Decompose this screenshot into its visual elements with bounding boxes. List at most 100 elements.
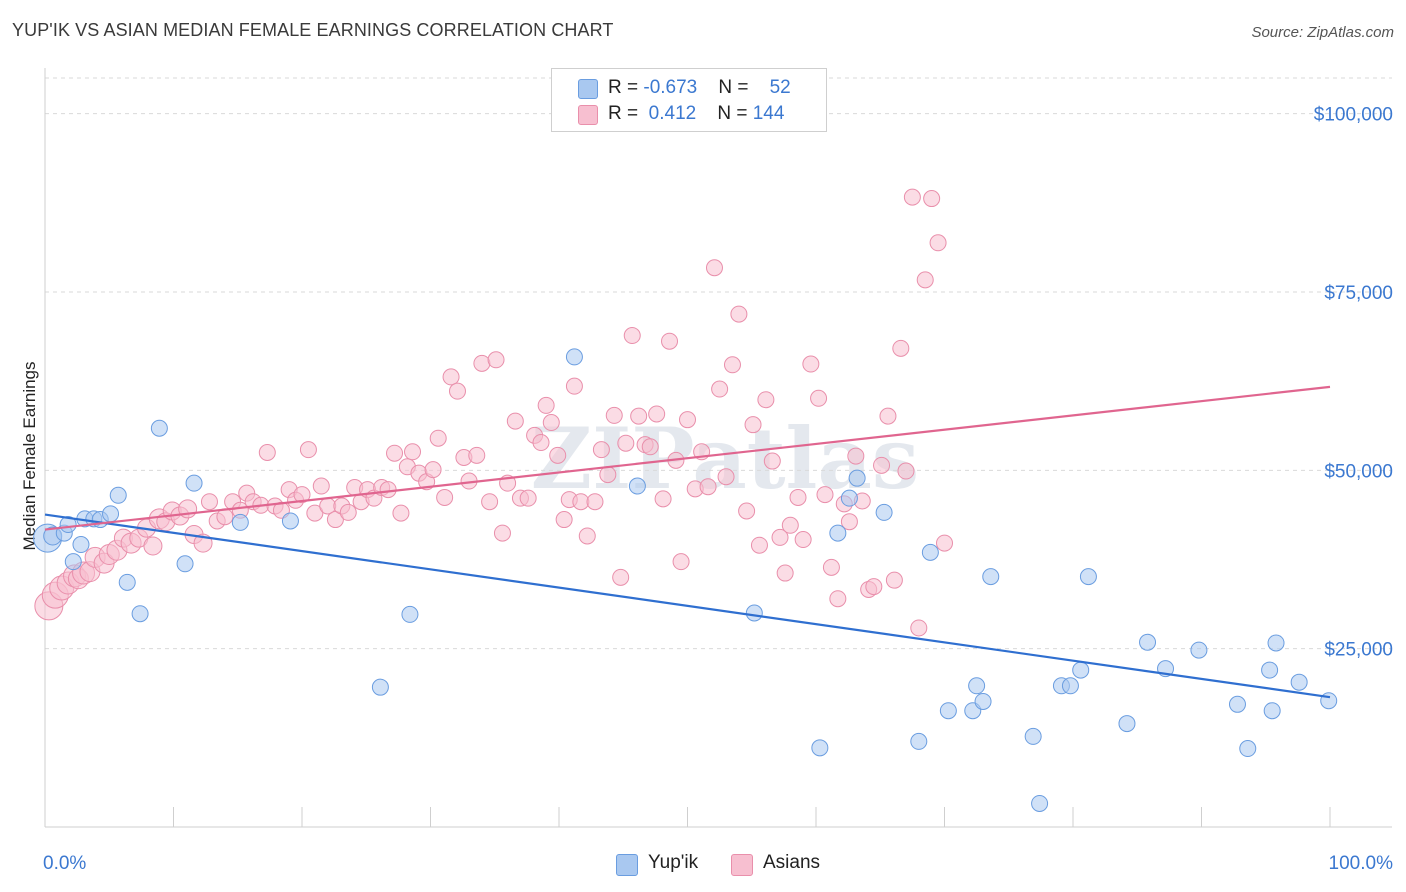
data-point-yupik xyxy=(118,573,136,591)
data-point-asians xyxy=(448,382,466,400)
y-axis-title: Median Female Earnings xyxy=(20,362,39,551)
data-point-asians xyxy=(885,571,903,589)
data-point-asians xyxy=(897,462,915,480)
data-point-yupik xyxy=(1061,677,1079,695)
data-point-asians xyxy=(750,536,768,554)
data-point-asians xyxy=(810,389,828,407)
data-point-yupik xyxy=(1190,641,1208,659)
data-point-yupik xyxy=(939,702,957,720)
trend-line-asians xyxy=(44,385,1331,531)
data-point-asians xyxy=(424,461,442,479)
data-point-yupik xyxy=(64,553,82,571)
data-point-asians xyxy=(865,578,883,596)
data-point-asians xyxy=(822,558,840,576)
chart-source: Source: ZipAtlas.com xyxy=(1251,24,1394,41)
data-point-asians xyxy=(473,354,491,372)
data-point-yupik xyxy=(1228,695,1246,713)
data-point-asians xyxy=(599,466,617,484)
data-point-asians xyxy=(776,564,794,582)
data-point-yupik xyxy=(745,604,763,622)
data-point-asians xyxy=(565,377,583,395)
data-point-yupik xyxy=(176,555,194,573)
data-point-yupik xyxy=(281,512,299,530)
data-point-asians xyxy=(723,356,741,374)
legend-swatch-yupik xyxy=(578,79,598,99)
data-point-asians xyxy=(892,339,910,357)
data-point-yupik xyxy=(1263,702,1281,720)
correlation-legend: R = -0.673 N = 52 R = 0.412 N = 144 xyxy=(551,68,827,132)
data-point-yupik xyxy=(628,477,646,495)
data-point-asians xyxy=(661,332,679,350)
trend-line-yupik xyxy=(44,513,1331,699)
data-point-asians xyxy=(781,516,799,534)
data-point-asians xyxy=(840,513,858,531)
data-point-asians xyxy=(481,493,499,511)
data-point-yupik xyxy=(231,513,249,531)
data-point-asians xyxy=(592,441,610,459)
data-point-asians xyxy=(306,504,324,522)
legend-n-label: N = xyxy=(717,103,753,124)
data-point-asians xyxy=(549,446,567,464)
data-point-asians xyxy=(699,478,717,496)
data-point-yupik xyxy=(811,739,829,757)
data-point-asians xyxy=(519,489,537,507)
data-point-yupik xyxy=(371,678,389,696)
data-point-asians xyxy=(493,524,511,542)
data-point-yupik xyxy=(921,543,939,561)
data-point-yupik xyxy=(875,503,893,521)
data-point-asians xyxy=(829,590,847,608)
data-point-asians xyxy=(312,477,330,495)
legend-r-label: R = xyxy=(608,77,644,98)
data-point-asians xyxy=(654,490,672,508)
bottom-legend-swatch-asians xyxy=(731,854,753,876)
data-point-asians xyxy=(299,441,317,459)
data-point-asians xyxy=(605,406,623,424)
data-point-asians xyxy=(630,407,648,425)
data-point-asians xyxy=(617,434,635,452)
legend-n-value-yupik: 52 xyxy=(769,77,791,98)
legend-r-label: R = xyxy=(608,103,644,124)
data-point-asians xyxy=(903,188,921,206)
data-point-yupik xyxy=(72,536,90,554)
chart-title: YUP'IK VS ASIAN MEDIAN FEMALE EARNINGS C… xyxy=(12,20,614,40)
data-point-asians xyxy=(429,429,447,447)
data-point-asians xyxy=(258,444,276,461)
data-point-asians xyxy=(936,534,953,552)
data-point-asians xyxy=(816,486,834,504)
data-point-asians xyxy=(293,486,311,504)
data-point-yupik xyxy=(1072,661,1090,679)
data-point-asians xyxy=(555,511,573,529)
data-point-yupik xyxy=(1290,673,1308,691)
data-point-asians xyxy=(436,488,454,506)
data-point-asians xyxy=(789,488,807,506)
legend-n-value-asians: 144 xyxy=(752,103,785,124)
data-point-asians xyxy=(705,259,723,277)
data-point-asians xyxy=(404,443,422,461)
data-point-asians xyxy=(339,503,357,521)
data-point-asians xyxy=(711,380,729,398)
data-point-asians xyxy=(757,391,775,409)
data-point-asians xyxy=(847,447,865,465)
data-point-asians xyxy=(487,351,505,369)
legend-r-value-asians: 0.412 xyxy=(643,103,697,124)
bottom-legend-swatch-yupik xyxy=(616,854,638,876)
data-point-asians xyxy=(929,234,947,252)
data-point-yupik xyxy=(565,348,583,366)
data-point-asians xyxy=(200,493,218,511)
data-point-yupik xyxy=(185,474,203,492)
data-point-yupik xyxy=(1024,727,1042,745)
data-point-yupik xyxy=(109,486,127,504)
data-point-asians xyxy=(143,536,163,556)
data-point-asians xyxy=(537,396,555,414)
data-point-asians xyxy=(532,434,550,452)
y-tick-label: $25,000 xyxy=(1324,640,1393,661)
data-point-asians xyxy=(717,468,735,486)
x-tick-label: 100.0% xyxy=(1329,853,1394,874)
data-point-yupik xyxy=(848,469,866,487)
data-point-asians xyxy=(586,493,604,511)
data-point-yupik xyxy=(982,568,1000,586)
data-point-asians xyxy=(763,452,781,470)
data-point-yupik xyxy=(401,605,419,623)
data-point-asians xyxy=(379,481,397,499)
